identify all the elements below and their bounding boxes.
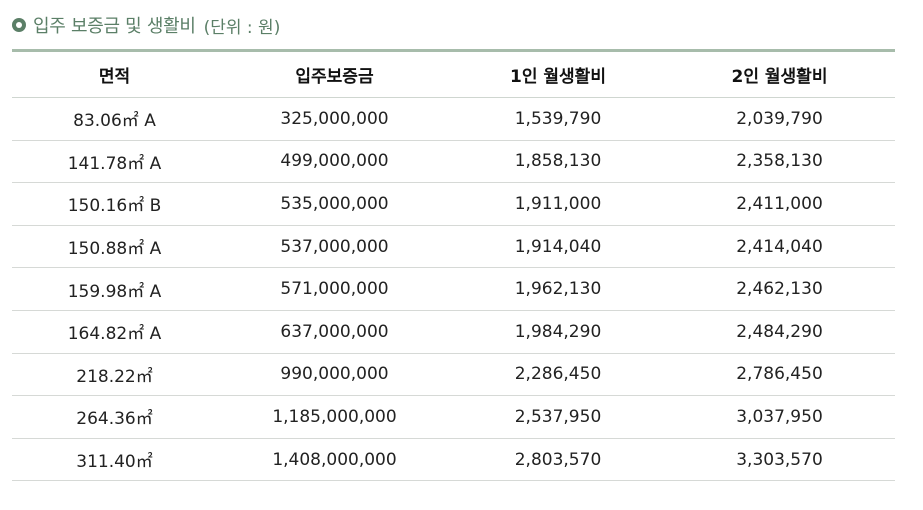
cell-deposit: 637,000,000 (217, 310, 452, 354)
circle-bullet-icon (12, 18, 26, 32)
cell-deposit: 571,000,000 (217, 267, 452, 311)
table-row: 141.78㎡ A 499,000,000 1,858,130 2,358,13… (12, 140, 895, 184)
table-row: 83.06㎡ A 325,000,000 1,539,790 2,039,790 (12, 97, 895, 141)
table-row: 159.98㎡ A 571,000,000 1,962,130 2,462,13… (12, 267, 895, 311)
cell-area: 141.78㎡ A (12, 140, 217, 184)
header-double-living-cost: 2인 월생활비 (664, 50, 895, 98)
cell-single-living-cost: 1,962,130 (452, 267, 664, 311)
cell-deposit: 325,000,000 (217, 97, 452, 141)
table-row: 311.40㎡ 1,408,000,000 2,803,570 3,303,57… (12, 438, 895, 482)
cell-single-living-cost: 2,803,570 (452, 438, 664, 482)
cell-double-living-cost: 2,411,000 (664, 182, 895, 226)
cell-area: 150.16㎡ B (12, 182, 217, 226)
cell-area: 218.22㎡ (12, 353, 217, 397)
cell-deposit: 1,408,000,000 (217, 438, 452, 482)
cell-single-living-cost: 1,984,290 (452, 310, 664, 354)
cell-single-living-cost: 2,537,950 (452, 395, 664, 439)
fee-table: 면적 입주보증금 1인 월생활비 2인 월생활비 83.06㎡ A 325,00… (12, 49, 895, 482)
cell-area: 164.82㎡ A (12, 310, 217, 354)
cell-deposit: 990,000,000 (217, 353, 452, 397)
cell-single-living-cost: 2,286,450 (452, 353, 664, 397)
table-row: 150.16㎡ B 535,000,000 1,911,000 2,411,00… (12, 182, 895, 226)
cell-single-living-cost: 1,858,130 (452, 140, 664, 184)
cell-double-living-cost: 3,303,570 (664, 438, 895, 482)
cell-double-living-cost: 2,358,130 (664, 140, 895, 184)
table-row: 150.88㎡ A 537,000,000 1,914,040 2,414,04… (12, 225, 895, 269)
cell-single-living-cost: 1,911,000 (452, 182, 664, 226)
cell-single-living-cost: 1,914,040 (452, 225, 664, 269)
cell-single-living-cost: 1,539,790 (452, 97, 664, 141)
cell-deposit: 535,000,000 (217, 182, 452, 226)
fee-table-container: 면적 입주보증금 1인 월생활비 2인 월생활비 83.06㎡ A 325,00… (12, 49, 895, 482)
cell-double-living-cost: 2,414,040 (664, 225, 895, 269)
header-deposit: 입주보증금 (217, 50, 452, 98)
cell-double-living-cost: 2,039,790 (664, 97, 895, 141)
table-row: 218.22㎡ 990,000,000 2,286,450 2,786,450 (12, 353, 895, 397)
table-row: 164.82㎡ A 637,000,000 1,984,290 2,484,29… (12, 310, 895, 354)
cell-area: 264.36㎡ (12, 395, 217, 439)
cell-double-living-cost: 2,462,130 (664, 267, 895, 311)
cell-area: 311.40㎡ (12, 438, 217, 482)
header-area: 면적 (12, 50, 217, 98)
table-row: 264.36㎡ 1,185,000,000 2,537,950 3,037,95… (12, 395, 895, 439)
unit-label: (단위 : 원) (203, 17, 281, 38)
table-header-row: 면적 입주보증금 1인 월생활비 2인 월생활비 (12, 50, 895, 98)
header-single-living-cost: 1인 월생활비 (452, 50, 664, 98)
cell-area: 150.88㎡ A (12, 225, 217, 269)
cell-area: 159.98㎡ A (12, 267, 217, 311)
cell-double-living-cost: 2,786,450 (664, 353, 895, 397)
cell-deposit: 537,000,000 (217, 225, 452, 269)
cell-deposit: 499,000,000 (217, 140, 452, 184)
cell-area: 83.06㎡ A (12, 97, 217, 141)
cell-double-living-cost: 2,484,290 (664, 310, 895, 354)
cell-deposit: 1,185,000,000 (217, 395, 452, 439)
section-title: 입주 보증금 및 생활비 (단위 : 원) (12, 10, 280, 40)
title-text: 입주 보증금 및 생활비 (33, 16, 196, 37)
cell-double-living-cost: 3,037,950 (664, 395, 895, 439)
